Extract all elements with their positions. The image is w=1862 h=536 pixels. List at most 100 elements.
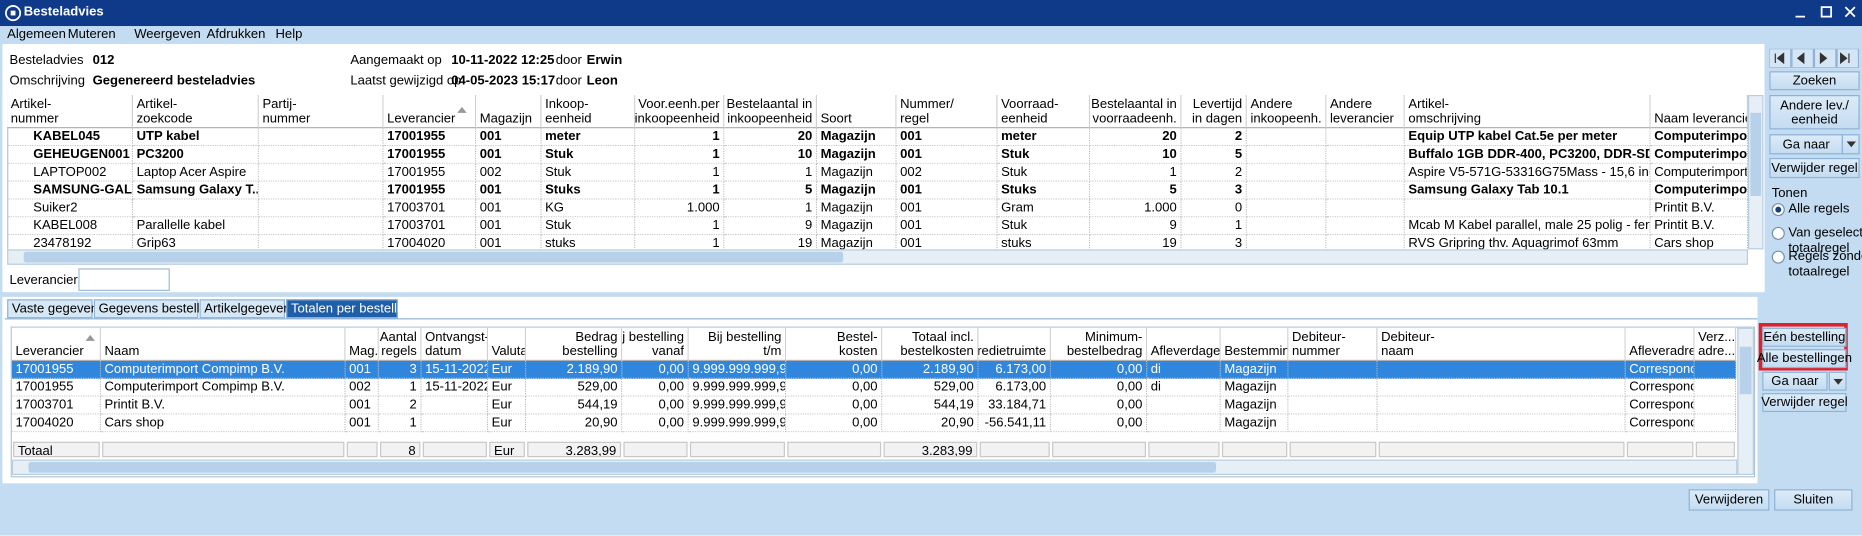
- cell: Corresponder: [1625, 361, 1695, 379]
- cell: [258, 199, 384, 218]
- cell: -56.541,11: [978, 414, 1051, 433]
- column-header[interactable]: Leverancier: [11, 327, 101, 361]
- scroll-thumb[interactable]: [23, 251, 844, 263]
- scroll-thumb[interactable]: [1750, 112, 1762, 196]
- column-header[interactable]: Afleveradres: [1625, 327, 1695, 361]
- cell: Corresponder: [1625, 378, 1695, 397]
- column-header[interactable]: Magazijn: [476, 95, 542, 129]
- tab[interactable]: Artikelgegevens: [199, 299, 297, 319]
- cell: [258, 128, 384, 147]
- cell: 001: [476, 199, 542, 218]
- column-header[interactable]: Aantal regels: [378, 327, 422, 361]
- button[interactable]: Sluiten: [1774, 489, 1853, 511]
- column-header[interactable]: Nummer/ regel: [896, 95, 998, 129]
- record-nav[interactable]: [1768, 48, 1860, 69]
- cell: 5: [1181, 146, 1247, 164]
- cell: 17001955: [383, 163, 477, 182]
- button[interactable]: Eén bestelling: [1762, 327, 1847, 347]
- cell: LAPTOP002: [7, 163, 133, 182]
- cell: Eur: [488, 361, 527, 379]
- window-controls[interactable]: [1793, 4, 1860, 23]
- button[interactable]: Verwijderen: [1688, 489, 1770, 511]
- sort-arrow: [85, 334, 95, 341]
- dropdown-button[interactable]: [1841, 134, 1860, 155]
- column-header[interactable]: Andere leverancier: [1326, 95, 1405, 129]
- button[interactable]: Andere lev./ eenheid: [1769, 95, 1860, 130]
- field-label: Aangemaakt op: [350, 53, 442, 68]
- cell: meter: [541, 128, 636, 147]
- cell: [258, 163, 384, 182]
- column-header[interactable]: Mag.: [345, 327, 379, 361]
- column-header[interactable]: Artikel- nummer: [7, 95, 133, 129]
- column-header[interactable]: Artikel- omschrijving: [1404, 95, 1651, 129]
- cell: 17003701: [383, 199, 477, 218]
- button[interactable]: Verwijder regel: [1761, 393, 1848, 413]
- cell: 1: [378, 378, 422, 397]
- cell: Aspire V5-571G-53316G75Mass - 15,6 inch …: [1404, 163, 1651, 182]
- column-header[interactable]: Partij- nummer: [258, 95, 384, 129]
- column-header[interactable]: Bij bestelling t/m: [688, 327, 787, 361]
- column-header[interactable]: Bestelaantal in voorraadeenh.: [1090, 95, 1182, 129]
- tab[interactable]: Gegevens bestelling: [93, 299, 217, 319]
- grid-frame: [10, 326, 1756, 478]
- radio[interactable]: [1771, 226, 1785, 240]
- button[interactable]: Ga naar: [1762, 371, 1828, 391]
- menu-item[interactable]: Weergeven: [134, 27, 201, 42]
- column-header[interactable]: Bestelaantal in inkoopeenheid: [724, 95, 817, 129]
- column-header[interactable]: Levertijd in dagen: [1181, 95, 1247, 129]
- radio-label: Alle regels: [1788, 201, 1850, 217]
- dropdown-button[interactable]: [1828, 371, 1847, 391]
- cell: 9.999.999.999,99: [688, 396, 787, 415]
- cell: 001: [896, 199, 998, 218]
- window-title: Besteladvies: [23, 4, 104, 19]
- menu-item[interactable]: Help: [275, 27, 303, 42]
- column-header[interactable]: Naam leverancier: [1650, 95, 1748, 129]
- column-header[interactable]: Voor.eenh.per inkoopeenheid: [635, 95, 725, 129]
- column-header[interactable]: Bij bestelling vanaf: [622, 327, 689, 361]
- button[interactable]: Verwijder regel: [1769, 157, 1860, 179]
- column-header[interactable]: Soort: [817, 95, 897, 129]
- menu-item[interactable]: Algemeen: [7, 27, 66, 42]
- cell: 002: [896, 163, 998, 182]
- radio[interactable]: [1771, 203, 1785, 217]
- cell: 0,00: [1050, 396, 1148, 415]
- column-header[interactable]: Ontvangst- datum: [421, 327, 489, 361]
- button[interactable]: Ga naar: [1769, 134, 1843, 155]
- total-cell: [346, 441, 378, 458]
- column-header[interactable]: Verz... adre...: [1694, 327, 1737, 361]
- scroll-thumb[interactable]: [28, 461, 1216, 473]
- column-header[interactable]: Inkoop- eenheid: [541, 95, 636, 129]
- radio[interactable]: [1771, 250, 1785, 264]
- tab[interactable]: Vaste gegevens: [7, 299, 105, 319]
- column-header[interactable]: Valuta: [488, 327, 527, 361]
- filter-input[interactable]: [78, 268, 170, 291]
- total-cell: [979, 441, 1050, 458]
- cell: 002: [476, 163, 542, 182]
- column-header[interactable]: Afleverdagen: [1147, 327, 1221, 361]
- column-header[interactable]: Debiteur- nummer: [1288, 327, 1378, 361]
- column-header[interactable]: Minimum- bestelbedrag: [1050, 327, 1148, 361]
- scroll-thumb[interactable]: [1739, 346, 1752, 395]
- column-header[interactable]: Bestel- kosten: [786, 327, 883, 361]
- column-header[interactable]: Voorraad- eenheid: [997, 95, 1091, 129]
- column-header[interactable]: Totaal incl. bestelkosten: [882, 327, 979, 361]
- total-cell: [1626, 441, 1694, 458]
- menu-item[interactable]: Muteren: [67, 27, 116, 42]
- field-label: door: [555, 53, 582, 68]
- total-cell: 3.283,99: [527, 441, 622, 458]
- cell: Stuks: [997, 181, 1091, 200]
- column-header[interactable]: Naam: [100, 327, 346, 361]
- menu-item[interactable]: Afdrukken: [206, 27, 266, 42]
- column-header[interactable]: Debiteur- naam: [1377, 327, 1626, 361]
- button[interactable]: Alle bestellingen: [1757, 349, 1852, 369]
- column-header[interactable]: Kredietruimte: [978, 327, 1051, 361]
- tab[interactable]: Totalen per bestelling: [286, 299, 414, 319]
- cell: [1326, 128, 1405, 147]
- column-header[interactable]: Bedrag bestelling: [526, 327, 623, 361]
- column-header[interactable]: Andere inkoopeenh.: [1246, 95, 1327, 129]
- cell: 20,90: [882, 414, 979, 433]
- button[interactable]: Zoeken: [1769, 71, 1860, 91]
- column-header[interactable]: Artikel- zoekcode: [133, 95, 259, 129]
- column-header[interactable]: Bestemming: [1220, 327, 1289, 361]
